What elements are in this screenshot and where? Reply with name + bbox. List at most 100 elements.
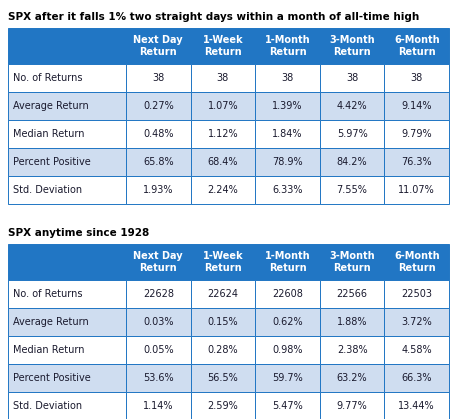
Text: 56.5%: 56.5% [207, 373, 238, 383]
Text: 0.15%: 0.15% [207, 317, 238, 327]
Text: 22503: 22503 [401, 289, 432, 299]
Bar [8, 120, 126, 148]
Bar [320, 92, 384, 120]
Text: Percent Positive: Percent Positive [13, 373, 91, 383]
Bar [8, 364, 126, 392]
Bar [8, 148, 126, 176]
Bar [191, 244, 255, 280]
Bar [191, 336, 255, 364]
Bar [126, 308, 191, 336]
Bar [126, 244, 191, 280]
Text: 0.48%: 0.48% [143, 129, 174, 139]
Bar [126, 28, 191, 64]
Text: Next Day
Return: Next Day Return [133, 35, 183, 57]
Bar [191, 64, 255, 92]
Bar [8, 336, 126, 364]
Bar [384, 120, 449, 148]
Bar [126, 148, 191, 176]
Bar [320, 148, 384, 176]
Bar [384, 308, 449, 336]
Bar [384, 176, 449, 204]
Bar [255, 336, 320, 364]
Text: 13.44%: 13.44% [399, 401, 435, 411]
Bar [8, 176, 126, 204]
Bar [320, 244, 384, 280]
Bar [126, 280, 191, 308]
Bar [255, 244, 320, 280]
Text: Std. Deviation: Std. Deviation [13, 185, 82, 195]
Bar [320, 280, 384, 308]
Text: 76.3%: 76.3% [401, 157, 432, 167]
Bar [255, 28, 320, 64]
Bar [8, 280, 126, 308]
Text: 7.55%: 7.55% [337, 185, 367, 195]
Text: 59.7%: 59.7% [272, 373, 303, 383]
Text: 38: 38 [410, 73, 423, 83]
Bar [255, 64, 320, 92]
Bar [255, 148, 320, 176]
Text: 5.47%: 5.47% [272, 401, 303, 411]
Text: 2.24%: 2.24% [207, 185, 238, 195]
Bar [384, 392, 449, 419]
Text: 2.38%: 2.38% [337, 345, 367, 355]
Text: 22566: 22566 [337, 289, 367, 299]
Text: 1-Month
Return: 1-Month Return [265, 35, 310, 57]
Bar [191, 28, 255, 64]
Bar [255, 176, 320, 204]
Bar [255, 392, 320, 419]
Text: SPX after it falls 1% two straight days within a month of all-time high: SPX after it falls 1% two straight days … [8, 12, 419, 22]
Bar [255, 92, 320, 120]
Bar [191, 392, 255, 419]
Bar [255, 280, 320, 308]
Bar [191, 148, 255, 176]
Bar [126, 64, 191, 92]
Bar [191, 280, 255, 308]
Bar [126, 336, 191, 364]
Bar [8, 308, 126, 336]
Text: 9.77%: 9.77% [337, 401, 367, 411]
Text: 84.2%: 84.2% [337, 157, 367, 167]
Bar [384, 336, 449, 364]
Text: No. of Returns: No. of Returns [13, 73, 83, 83]
Bar [126, 120, 191, 148]
Text: 6-Month
Return: 6-Month Return [394, 251, 440, 273]
Text: 1.93%: 1.93% [143, 185, 174, 195]
Text: Median Return: Median Return [13, 129, 85, 139]
Text: 63.2%: 63.2% [337, 373, 367, 383]
Bar [191, 120, 255, 148]
Bar [384, 64, 449, 92]
Text: 0.27%: 0.27% [143, 101, 174, 111]
Bar [320, 392, 384, 419]
Bar [384, 364, 449, 392]
Bar [384, 28, 449, 64]
Text: 5.97%: 5.97% [337, 129, 367, 139]
Text: 1-Month
Return: 1-Month Return [265, 251, 310, 273]
Text: SPX anytime since 1928: SPX anytime since 1928 [8, 228, 149, 238]
Text: Average Return: Average Return [13, 101, 89, 111]
Text: 38: 38 [152, 73, 165, 83]
Bar [191, 364, 255, 392]
Bar [191, 176, 255, 204]
Bar [255, 120, 320, 148]
Text: 4.42%: 4.42% [337, 101, 367, 111]
Text: Median Return: Median Return [13, 345, 85, 355]
Text: 0.28%: 0.28% [207, 345, 238, 355]
Text: 1.39%: 1.39% [272, 101, 303, 111]
Bar [8, 92, 126, 120]
Text: 53.6%: 53.6% [143, 373, 174, 383]
Text: No. of Returns: No. of Returns [13, 289, 83, 299]
Text: 1.12%: 1.12% [207, 129, 238, 139]
Bar [255, 308, 320, 336]
Text: 0.98%: 0.98% [272, 345, 303, 355]
Text: 9.14%: 9.14% [401, 101, 432, 111]
Text: 68.4%: 68.4% [207, 157, 238, 167]
Text: 38: 38 [217, 73, 229, 83]
Text: Percent Positive: Percent Positive [13, 157, 91, 167]
Text: 1-Week
Return: 1-Week Return [202, 251, 243, 273]
Text: 3-Month
Return: 3-Month Return [329, 35, 375, 57]
Text: 38: 38 [282, 73, 294, 83]
Text: 3.72%: 3.72% [401, 317, 432, 327]
Text: 66.3%: 66.3% [401, 373, 432, 383]
Text: 4.58%: 4.58% [401, 345, 432, 355]
Text: 78.9%: 78.9% [272, 157, 303, 167]
